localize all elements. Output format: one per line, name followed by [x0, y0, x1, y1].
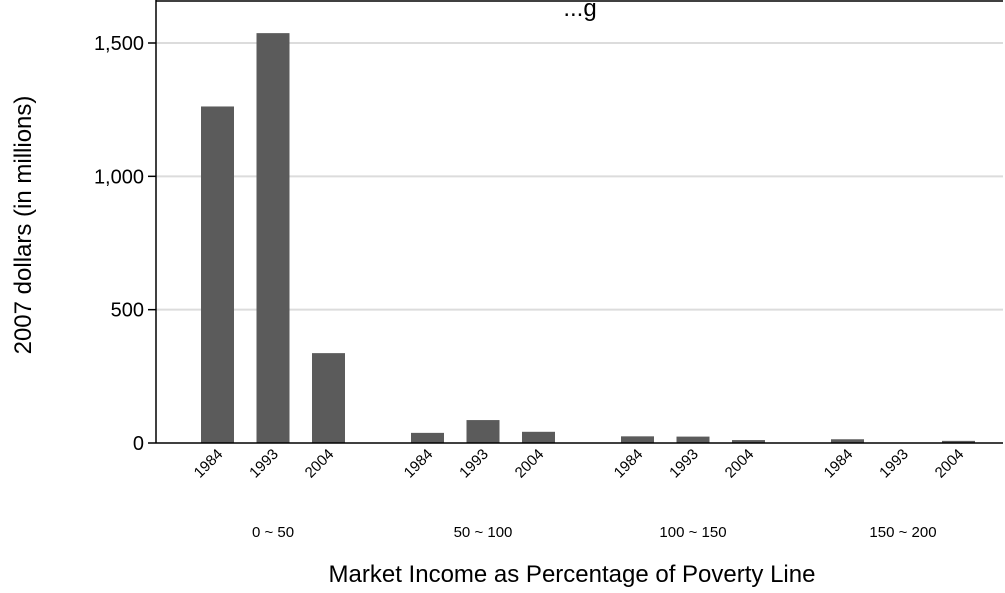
x-group-label: 50 ~ 100 [454, 524, 513, 541]
x-category-label: 1993 [456, 446, 492, 482]
x-category-label: 1993 [246, 446, 282, 482]
x-category-label: 1993 [876, 446, 912, 482]
x-group-label: 0 ~ 50 [252, 524, 294, 541]
gridlines [156, 42, 1003, 311]
bar [312, 353, 345, 443]
y-tick-label: 500 [111, 300, 144, 322]
y-tick-label: 1,500 [94, 33, 144, 55]
bar [522, 431, 555, 443]
bars [201, 33, 975, 444]
bar [942, 440, 975, 443]
x-group-label: 100 ~ 150 [659, 524, 726, 541]
chart-title: ...g [563, 0, 596, 22]
y-axis-title: 2007 dollars (in millions) [10, 96, 37, 355]
bar [256, 33, 290, 444]
bar [411, 432, 444, 443]
x-axis-title: Market Income as Percentage of Poverty L… [329, 561, 816, 588]
bar [466, 420, 500, 443]
y-tick-label: 0 [133, 433, 144, 455]
x-category-label: 2004 [512, 446, 548, 482]
bar [676, 436, 710, 443]
y-tick-label: 1,000 [94, 166, 144, 188]
x-category-label: 2004 [722, 446, 758, 482]
x-category-label: 1984 [611, 446, 647, 482]
x-category-label: 1993 [666, 446, 702, 482]
bar [831, 439, 864, 443]
x-group-labels: 0 ~ 50 50 ~ 100 100 ~ 150 150 ~ 200 [252, 524, 937, 541]
bar [732, 440, 765, 443]
x-category-label: 1984 [191, 446, 227, 482]
x-category-label: 2004 [302, 446, 338, 482]
bar [201, 106, 234, 443]
x-category-label: 2004 [932, 446, 968, 482]
y-ticks: 0 500 1,000 1,500 [94, 33, 156, 455]
bar [621, 436, 654, 443]
x-group-label: 150 ~ 200 [869, 524, 936, 541]
x-category-label: 1984 [821, 446, 857, 482]
x-category-label: 1984 [401, 446, 437, 482]
x-category-labels: 1984 1993 2004 1984 1993 2004 1984 1993 2004 1984… [191, 446, 968, 482]
